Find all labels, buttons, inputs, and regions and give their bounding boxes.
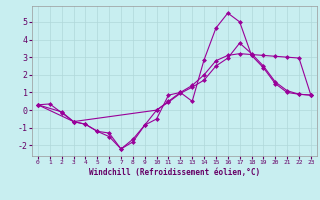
X-axis label: Windchill (Refroidissement éolien,°C): Windchill (Refroidissement éolien,°C) bbox=[89, 168, 260, 177]
